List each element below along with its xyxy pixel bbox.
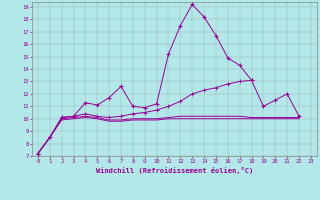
X-axis label: Windchill (Refroidissement éolien,°C): Windchill (Refroidissement éolien,°C) [96, 167, 253, 174]
